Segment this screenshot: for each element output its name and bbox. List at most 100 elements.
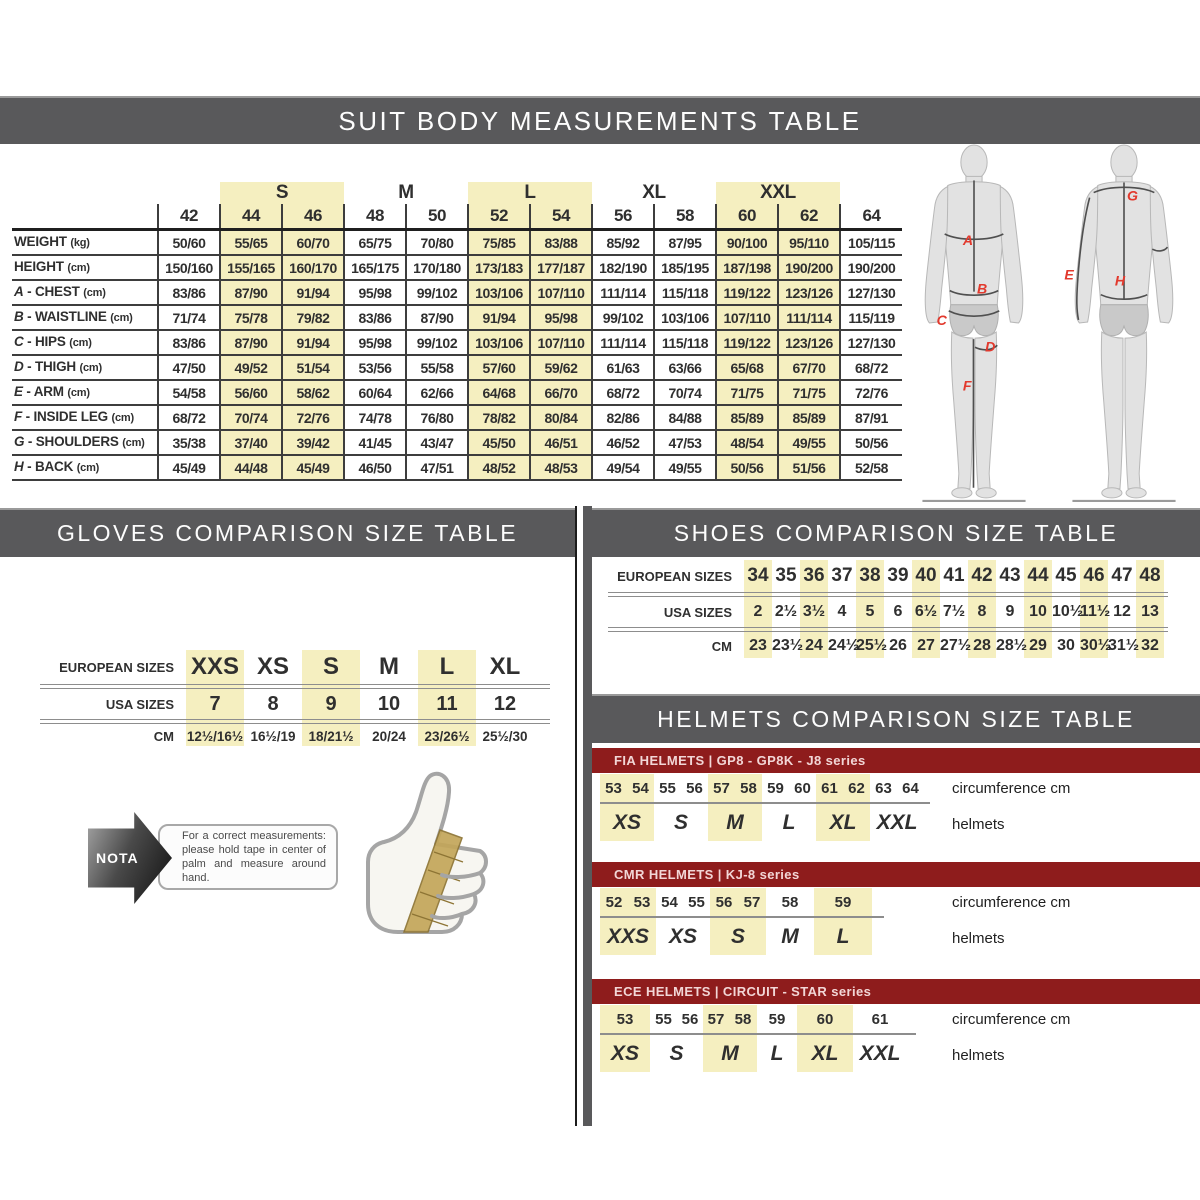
helmet-size-label: XL <box>811 1041 839 1065</box>
body-measurement-figures: A B C D F G E H <box>903 140 1197 506</box>
suit-size-group-label: L <box>468 182 592 204</box>
suit-cell: 67/70 <box>777 355 840 381</box>
circumference-value: 64 <box>902 779 919 797</box>
suit-cell: 95/98 <box>529 305 592 331</box>
helmet-size-label: S <box>730 924 745 948</box>
cm-value: 18/21½ <box>308 729 354 744</box>
highlight-band <box>418 650 476 746</box>
helmet-size-label: M <box>721 1041 739 1065</box>
cm-value: 23 <box>749 637 767 654</box>
suit-row-label: B - WAISTLINE (cm) <box>12 305 158 331</box>
suit-row-label: H - BACK (cm) <box>12 455 158 481</box>
figure-letter-h: H <box>1115 273 1126 289</box>
suit-row-thigh: D - THIGH (cm) 47/50 49/52 51/54 53/56 55/58 5… <box>12 355 902 381</box>
suit-cell: 57/60 <box>467 355 530 381</box>
suit-cell: 155/165 <box>219 255 282 281</box>
gloves-table-banner: GLOVES COMPARISON SIZE TABLE <box>0 508 575 557</box>
panel-divider-bar <box>583 506 592 1126</box>
european-value: 45 <box>1055 565 1077 586</box>
suit-cell: 182/190 <box>591 255 654 281</box>
helmet-size-label: M <box>781 924 799 948</box>
suit-cell: 127/130 <box>839 280 902 306</box>
double-separator-line <box>40 719 550 724</box>
row-label: USA SIZES <box>105 696 174 712</box>
suit-size-header: 42 <box>157 204 220 231</box>
suit-cell: 49/55 <box>777 430 840 456</box>
figure-letter-b: B <box>977 281 987 297</box>
suit-group-header-row: S M L XL XXL <box>12 182 902 204</box>
circumference-value: 57 <box>743 893 761 911</box>
suit-row-label: D - THIGH (cm) <box>12 355 158 381</box>
suit-cell: 72/76 <box>839 380 902 406</box>
suit-cell: 85/92 <box>591 229 654 256</box>
panel-divider-line <box>575 506 577 1126</box>
double-separator-line <box>608 592 1168 597</box>
suit-cell: 68/72 <box>157 405 220 431</box>
suit-cell: 53/56 <box>343 355 406 381</box>
helmet-size-label: S <box>673 810 688 834</box>
suit-size-header: 46 <box>281 204 344 231</box>
suit-cell: 111/114 <box>591 280 654 306</box>
usa-value: 8 <box>267 692 279 715</box>
suit-cell: 177/187 <box>529 255 592 281</box>
highlight-band <box>856 560 884 658</box>
cm-value: 23½ <box>772 637 804 654</box>
double-separator-line <box>608 627 1168 632</box>
helmets-label: helmets <box>952 1047 1005 1064</box>
helmet-section-table: 53 55 56 57 58 59 60 61 XS S M L XL XXL circumference … <box>600 1005 1200 1075</box>
cm-value: 26 <box>889 637 907 654</box>
european-value: 34 <box>747 565 769 586</box>
european-value: XL <box>489 653 521 680</box>
suit-row-shoulders: G - SHOULDERS (cm) 35/38 37/40 39/42 41/45 43… <box>12 430 902 456</box>
suit-size-header: 64 <box>839 204 902 231</box>
figure-letter-e: E <box>1064 267 1074 283</box>
suit-cell: 75/78 <box>219 305 282 331</box>
suit-cell: 41/45 <box>343 430 406 456</box>
usa-value: 5 <box>865 603 875 620</box>
suit-size-group-label: S <box>220 182 344 204</box>
suit-size-header: 44 <box>219 204 282 231</box>
suit-cell: 107/110 <box>529 330 592 356</box>
suit-cell: 65/75 <box>343 229 406 256</box>
suit-cell: 107/110 <box>529 280 592 306</box>
suit-cell: 111/114 <box>591 330 654 356</box>
suit-cell: 78/82 <box>467 405 530 431</box>
shoes-size-table: EUROPEAN SIZES 34 35 36 37 38 39 40 41 42 43 44 45 46… <box>598 560 1180 658</box>
circumference-value: 55 <box>655 1010 672 1028</box>
usa-value: 11½ <box>1080 603 1111 620</box>
circumference-value: 54 <box>632 779 649 797</box>
cm-value: 29 <box>1029 637 1047 654</box>
usa-value: 10 <box>1029 603 1047 620</box>
suit-size-header: 50 <box>405 204 468 231</box>
suit-cell: 45/49 <box>157 455 220 481</box>
suit-cell: 49/55 <box>653 455 716 481</box>
suit-cell: 95/110 <box>777 229 840 256</box>
empty-cell <box>12 204 158 231</box>
cm-value: 27 <box>917 637 935 654</box>
european-value: 38 <box>859 565 881 586</box>
circumference-value: 55 <box>688 893 705 911</box>
suit-cell: 83/86 <box>157 330 220 356</box>
usa-value: 9 <box>1005 603 1015 620</box>
highlight-band <box>186 650 244 746</box>
circumference-value: 57 <box>713 779 730 797</box>
suit-row-label: HEIGHT (cm) <box>12 255 158 281</box>
suit-cell: 103/106 <box>467 280 530 306</box>
figure-letter-g: G <box>1127 188 1138 204</box>
highlight-band <box>302 650 360 746</box>
european-value: 39 <box>887 565 909 586</box>
suit-cell: 91/94 <box>281 280 344 306</box>
suit-cell: 50/60 <box>157 229 220 256</box>
suit-cell: 79/82 <box>281 305 344 331</box>
gloves-cm-row: CM 12½/16½ 16½/19 18/21½ 20/24 23/26½ 25½/30 <box>28 724 568 749</box>
suit-cell: 49/52 <box>219 355 282 381</box>
suit-row-arm: E - ARM (cm) 54/58 56/60 58/62 60/64 62/66 64/… <box>12 380 902 406</box>
suit-cell: 46/50 <box>343 455 406 481</box>
suit-cell: 85/89 <box>777 405 840 431</box>
usa-value: 11 <box>436 692 458 715</box>
suit-cell: 54/58 <box>157 380 220 406</box>
usa-value: 4 <box>837 603 847 620</box>
suit-row-inside-leg: F - INSIDE LEG (cm) 68/72 70/74 72/76 74/78 7… <box>12 405 902 431</box>
helmet-size-label: L <box>782 810 796 834</box>
european-value: 43 <box>999 565 1021 586</box>
